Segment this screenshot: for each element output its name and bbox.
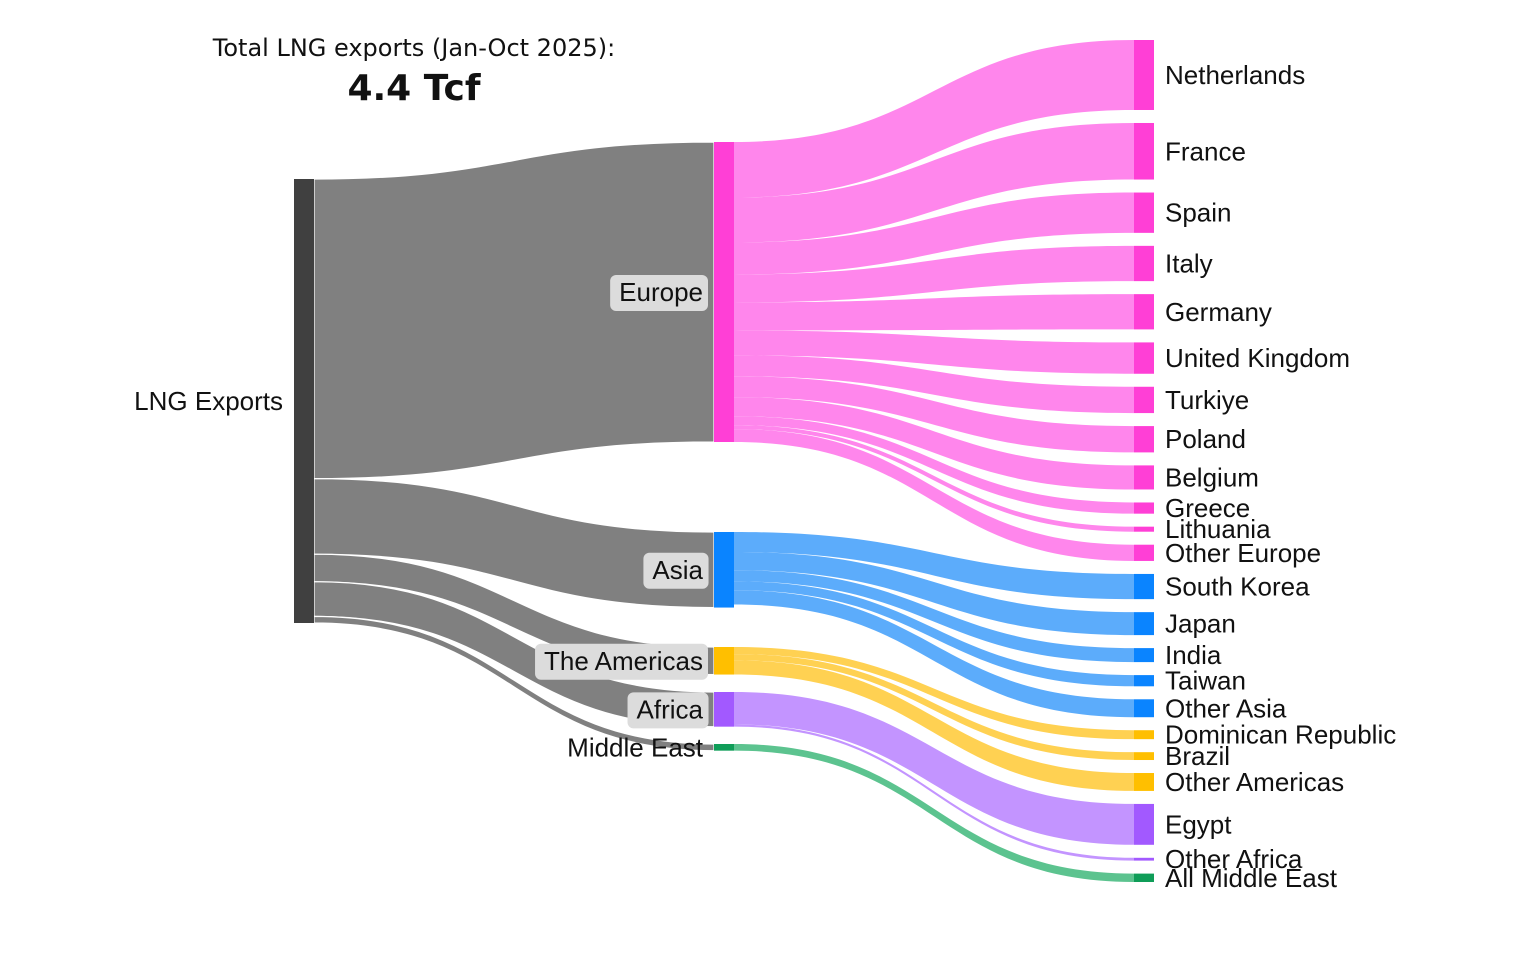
label-poland: Poland [1165, 424, 1246, 454]
node-japan [1134, 612, 1154, 636]
label-all-middle-east: All Middle East [1165, 863, 1338, 893]
link-source-africa [313, 581, 715, 728]
link-netherlands [734, 40, 1134, 198]
destination-links [734, 40, 1134, 882]
node-greece [1134, 502, 1154, 514]
link-lithuania [734, 425, 1134, 532]
label-united-kingdom: United Kingdom [1165, 343, 1350, 373]
node-other-africa [1134, 857, 1154, 861]
link-italy [734, 245, 1134, 303]
label-africa: Africa [637, 694, 704, 724]
labels: LNG Exports Europe Asia The Americas Africa M… [134, 60, 1396, 893]
label-india: India [1165, 640, 1222, 670]
link-source-asia [313, 478, 715, 609]
node-africa [714, 692, 734, 727]
link-turkiye [734, 355, 1134, 414]
node-india [1134, 648, 1154, 663]
node-belgium [1134, 465, 1154, 490]
label-other-africa: Other Africa [1165, 844, 1303, 874]
link-south-korea [734, 532, 1134, 600]
label-other-americas: Other Americas [1165, 767, 1344, 797]
node-other-asia [1134, 699, 1154, 718]
title-line1: Total LNG exports (Jan-Oct 2025): [212, 34, 615, 62]
link-greece [734, 416, 1134, 514]
node-italy [1134, 245, 1154, 282]
link-poland [734, 376, 1134, 453]
label-other-europe: Other Europe [1165, 538, 1321, 568]
label-europe: Europe [619, 277, 703, 307]
label-italy: Italy [1165, 248, 1213, 278]
nodes [294, 40, 1154, 882]
node-dominican-republic [1134, 730, 1154, 740]
link-france [734, 122, 1134, 243]
link-other-americas [734, 660, 1134, 791]
node-brazil [1134, 752, 1154, 761]
node-lng-exports [294, 179, 314, 623]
node-united-kingdom [1134, 342, 1154, 374]
node-other-americas [1134, 773, 1154, 791]
label-box-the-americas [535, 643, 708, 680]
label-lithuania: Lithuania [1165, 514, 1271, 544]
label-egypt: Egypt [1165, 809, 1232, 839]
link-taiwan [734, 581, 1134, 687]
chart-title: Total LNG exports (Jan-Oct 2025): 4.4 Tc… [212, 34, 615, 109]
label-the-americas: The Americas [544, 646, 703, 676]
label-other-asia: Other Asia [1165, 693, 1287, 723]
label-germany: Germany [1165, 297, 1272, 327]
label-asia: Asia [652, 555, 703, 585]
node-lithuania [1134, 526, 1154, 532]
link-source-middle-east [313, 615, 715, 752]
label-japan: Japan [1165, 609, 1236, 639]
node-germany [1134, 294, 1154, 330]
label-middle-east: Middle East [567, 732, 704, 762]
link-india [734, 570, 1134, 663]
link-united-kingdom [734, 330, 1134, 374]
link-belgium [734, 397, 1134, 490]
node-egypt [1134, 803, 1154, 845]
label-box-africa [627, 692, 709, 729]
label-belgium: Belgium [1165, 462, 1259, 492]
node-turkiye [1134, 386, 1154, 414]
link-egypt [734, 692, 1134, 845]
link-brazil [734, 654, 1134, 761]
label-south-korea: South Korea [1165, 572, 1310, 602]
label-lng-exports: LNG Exports [134, 386, 283, 416]
link-other-africa [734, 724, 1134, 861]
label-dominican-republic: Dominican Republic [1165, 720, 1396, 750]
node-asia [714, 532, 734, 608]
node-spain [1134, 192, 1154, 233]
link-japan [734, 552, 1134, 636]
node-other-europe [1134, 544, 1154, 561]
node-middle-east [714, 744, 734, 751]
label-greece: Greece [1165, 493, 1250, 523]
label-taiwan: Taiwan [1165, 666, 1246, 696]
link-other-asia [734, 590, 1134, 718]
node-all-middle-east [1134, 873, 1154, 882]
link-germany [734, 294, 1134, 331]
node-netherlands [1134, 40, 1154, 110]
node-taiwan [1134, 675, 1154, 687]
label-box-asia [643, 552, 709, 589]
link-all-middle-east [734, 744, 1134, 882]
label-france: France [1165, 136, 1246, 166]
link-spain [734, 192, 1134, 275]
node-south-korea [1134, 573, 1154, 600]
node-poland [1134, 426, 1154, 453]
label-spain: Spain [1165, 198, 1232, 228]
label-turkiye: Turkiye [1165, 385, 1249, 415]
label-box-europe [610, 275, 708, 311]
title-total: 4.4 Tcf [347, 68, 480, 109]
node-europe [714, 142, 734, 442]
link-other-europe [734, 429, 1134, 561]
link-dominican-republic [734, 647, 1134, 740]
node-france [1134, 122, 1154, 180]
label-netherlands: Netherlands [1165, 60, 1305, 90]
node-the-americas [714, 647, 734, 675]
label-brazil: Brazil [1165, 741, 1230, 771]
